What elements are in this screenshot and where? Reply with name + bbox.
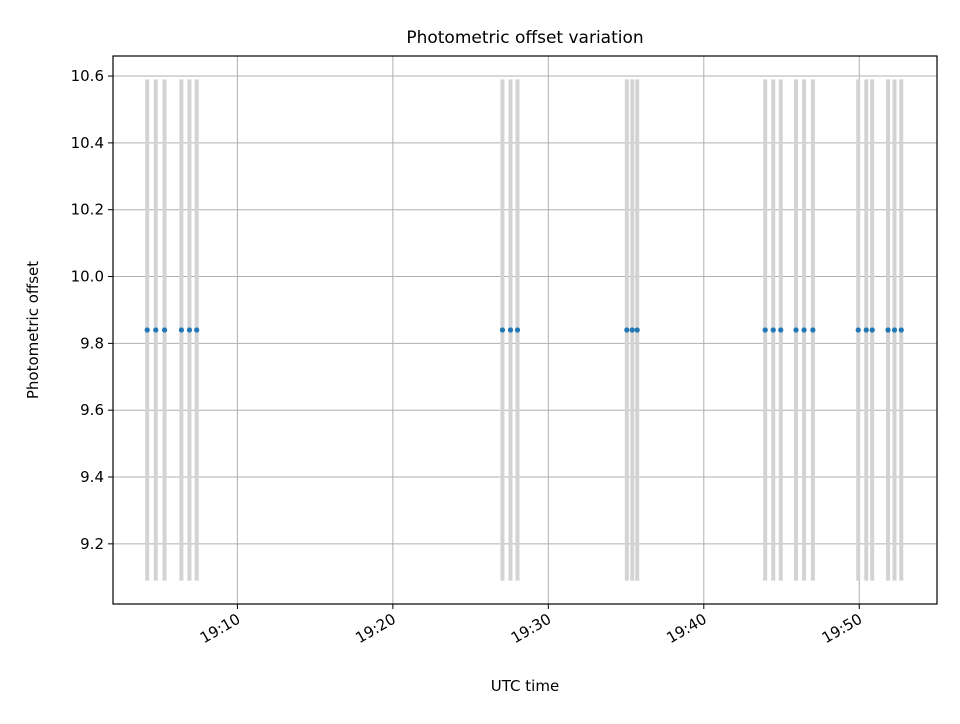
- data-point: [514, 327, 521, 333]
- data-point: [885, 327, 891, 333]
- y-axis-label: Photometric offset: [24, 261, 42, 399]
- data-point: [778, 327, 784, 333]
- y-grid: [113, 75, 937, 545]
- data-point: [629, 327, 635, 333]
- data-point: [161, 327, 168, 333]
- y-tick-label: 9.6: [80, 401, 104, 419]
- data-point: [770, 327, 776, 333]
- data-point: [801, 327, 807, 333]
- data-point: [499, 327, 506, 333]
- data-point: [793, 327, 799, 333]
- y-tick-label: 10.0: [71, 268, 104, 286]
- data-point: [855, 327, 861, 333]
- data-point: [624, 327, 630, 333]
- data-point: [898, 327, 904, 333]
- data-point: [634, 327, 640, 333]
- data-point: [186, 327, 193, 333]
- y-tick-label: 10.2: [71, 201, 104, 219]
- y-tick-label: 9.2: [80, 535, 104, 553]
- data-point: [194, 327, 200, 333]
- data-point: [144, 327, 150, 333]
- y-tick-label: 9.4: [80, 468, 104, 486]
- y-tick-label: 10.6: [71, 67, 104, 85]
- data-point: [762, 327, 768, 333]
- chart-title: Photometric offset variation: [406, 28, 643, 48]
- x-axis-label: UTC time: [491, 677, 559, 695]
- plot-frame: [112, 55, 938, 605]
- data-point: [810, 327, 816, 333]
- data-point: [869, 327, 875, 333]
- y-axis: 9.2 9.4 9.6 9.8 10.0 10.2 10.4 10.6: [71, 67, 113, 553]
- data-point: [153, 327, 159, 333]
- data-points: [144, 327, 904, 333]
- y-tick-label: 10.4: [71, 134, 104, 152]
- data-point: [891, 327, 898, 333]
- data-point: [863, 327, 869, 333]
- data-point: [178, 327, 185, 333]
- data-point: [507, 327, 514, 333]
- y-tick-label: 9.8: [80, 334, 104, 352]
